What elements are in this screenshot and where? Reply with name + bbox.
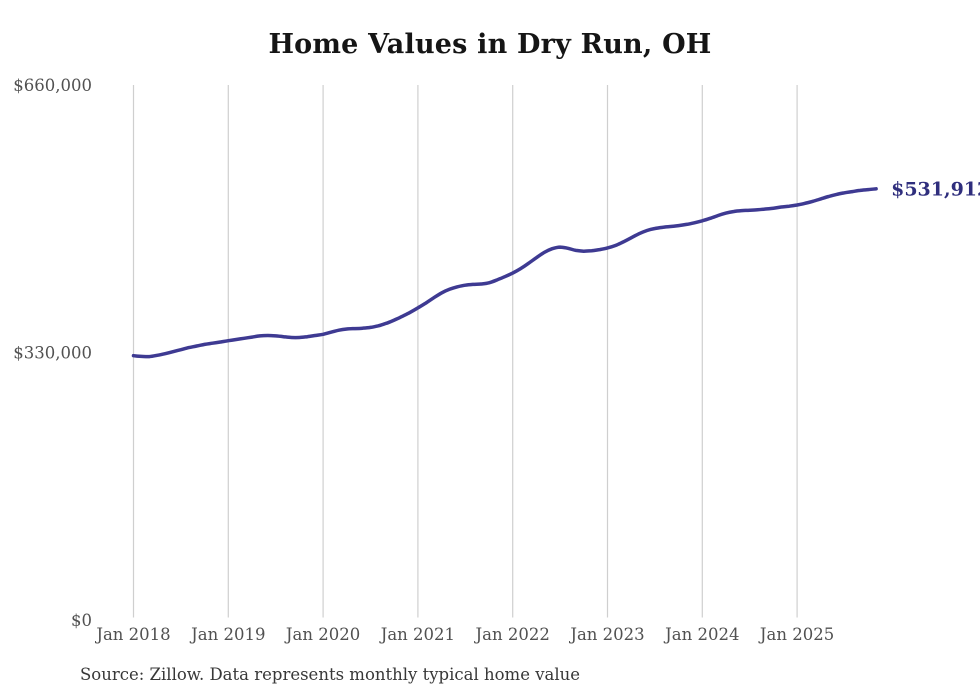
y-axis-label: $330,000	[13, 344, 92, 363]
x-axis-label: Jan 2019	[189, 625, 265, 644]
x-axis-label: Jan 2023	[568, 625, 644, 644]
source-note: Source: Zillow. Data represents monthly …	[80, 665, 581, 684]
x-axis-label: Jan 2025	[758, 625, 834, 644]
x-axis-label: Jan 2022	[474, 625, 550, 644]
latest-value-label: $531,912	[891, 178, 980, 200]
x-axis-label: Jan 2018	[94, 625, 170, 644]
y-axis-label: $0	[71, 611, 92, 630]
x-axis-label: Jan 2020	[284, 625, 360, 644]
y-axis-label: $660,000	[13, 76, 92, 95]
x-axis-label: Jan 2021	[379, 625, 455, 644]
x-axis-label: Jan 2024	[663, 625, 739, 644]
home-value-line	[131, 187, 878, 359]
chart-title: Home Values in Dry Run, OH	[268, 29, 712, 60]
